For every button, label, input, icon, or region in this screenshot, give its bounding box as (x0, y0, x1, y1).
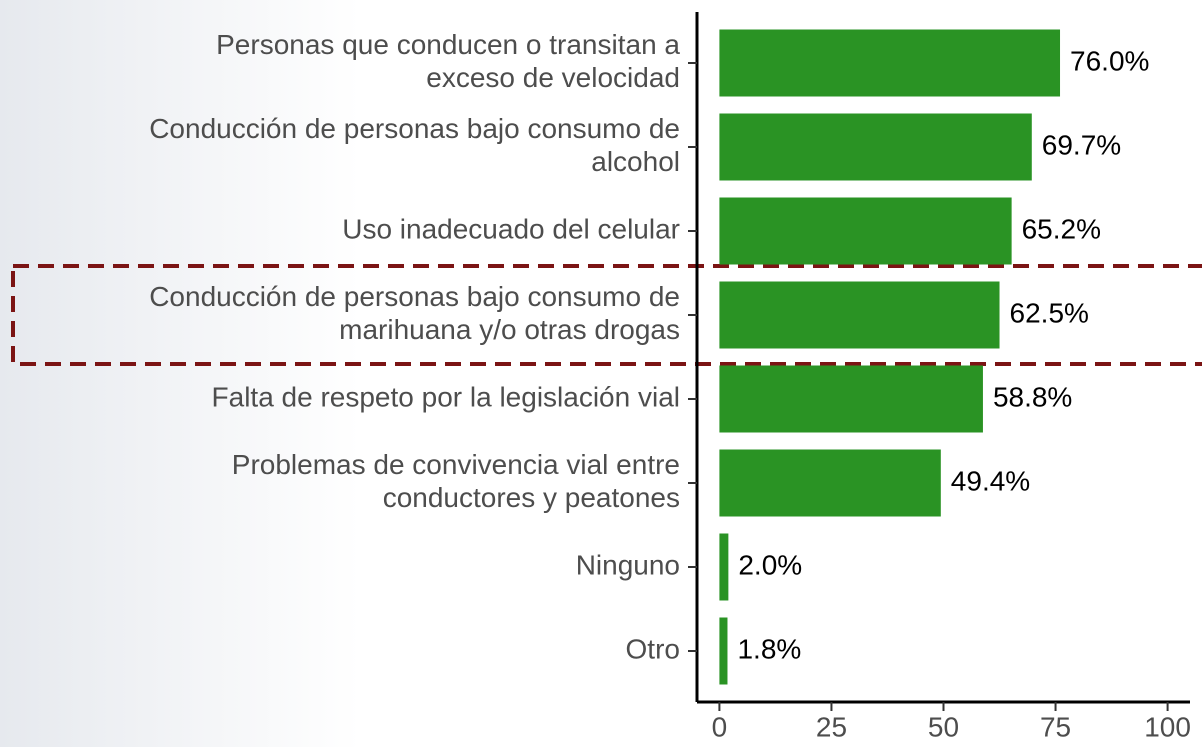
y-tick-label: Uso inadecuado del celular (342, 213, 680, 244)
bar (719, 197, 1012, 265)
y-tick-label: Otro (626, 633, 680, 664)
x-tick-label: 50 (928, 711, 959, 742)
value-label: 62.5% (1010, 297, 1089, 328)
x-tick-label: 75 (1040, 711, 1071, 742)
y-tick-label: Personas que conducen o transitan a (216, 29, 680, 60)
value-label: 58.8% (993, 381, 1072, 412)
bar (719, 113, 1032, 181)
bar (719, 365, 983, 433)
bar (719, 29, 1061, 97)
y-tick-label: marihuana y/o otras drogas (339, 314, 680, 345)
y-tick-label: Conducción de personas bajo consumo de (149, 113, 680, 144)
bar (719, 281, 1000, 349)
y-tick-label: conductores y peatones (383, 482, 680, 513)
value-label: 65.2% (1022, 213, 1101, 244)
value-label: 2.0% (738, 549, 802, 580)
value-label: 76.0% (1070, 45, 1149, 76)
x-tick-label: 25 (816, 711, 847, 742)
y-tick-label: exceso de velocidad (426, 62, 680, 93)
y-tick-label: alcohol (591, 146, 680, 177)
y-tick-label: Problemas de convivencia vial entre (232, 449, 680, 480)
y-tick-label: Conducción de personas bajo consumo de (149, 281, 680, 312)
value-label: 69.7% (1042, 129, 1121, 160)
highlight-box (11, 264, 1202, 366)
x-tick-label: 100 (1144, 711, 1191, 742)
bar (719, 533, 729, 601)
bar (719, 449, 941, 517)
value-label: 49.4% (951, 465, 1030, 496)
y-tick-label: Falta de respeto por la legislación vial (212, 381, 680, 412)
value-label: 1.8% (737, 633, 801, 664)
bar (719, 617, 728, 685)
x-tick-label: 0 (712, 711, 728, 742)
y-tick-label: Ninguno (576, 549, 680, 580)
